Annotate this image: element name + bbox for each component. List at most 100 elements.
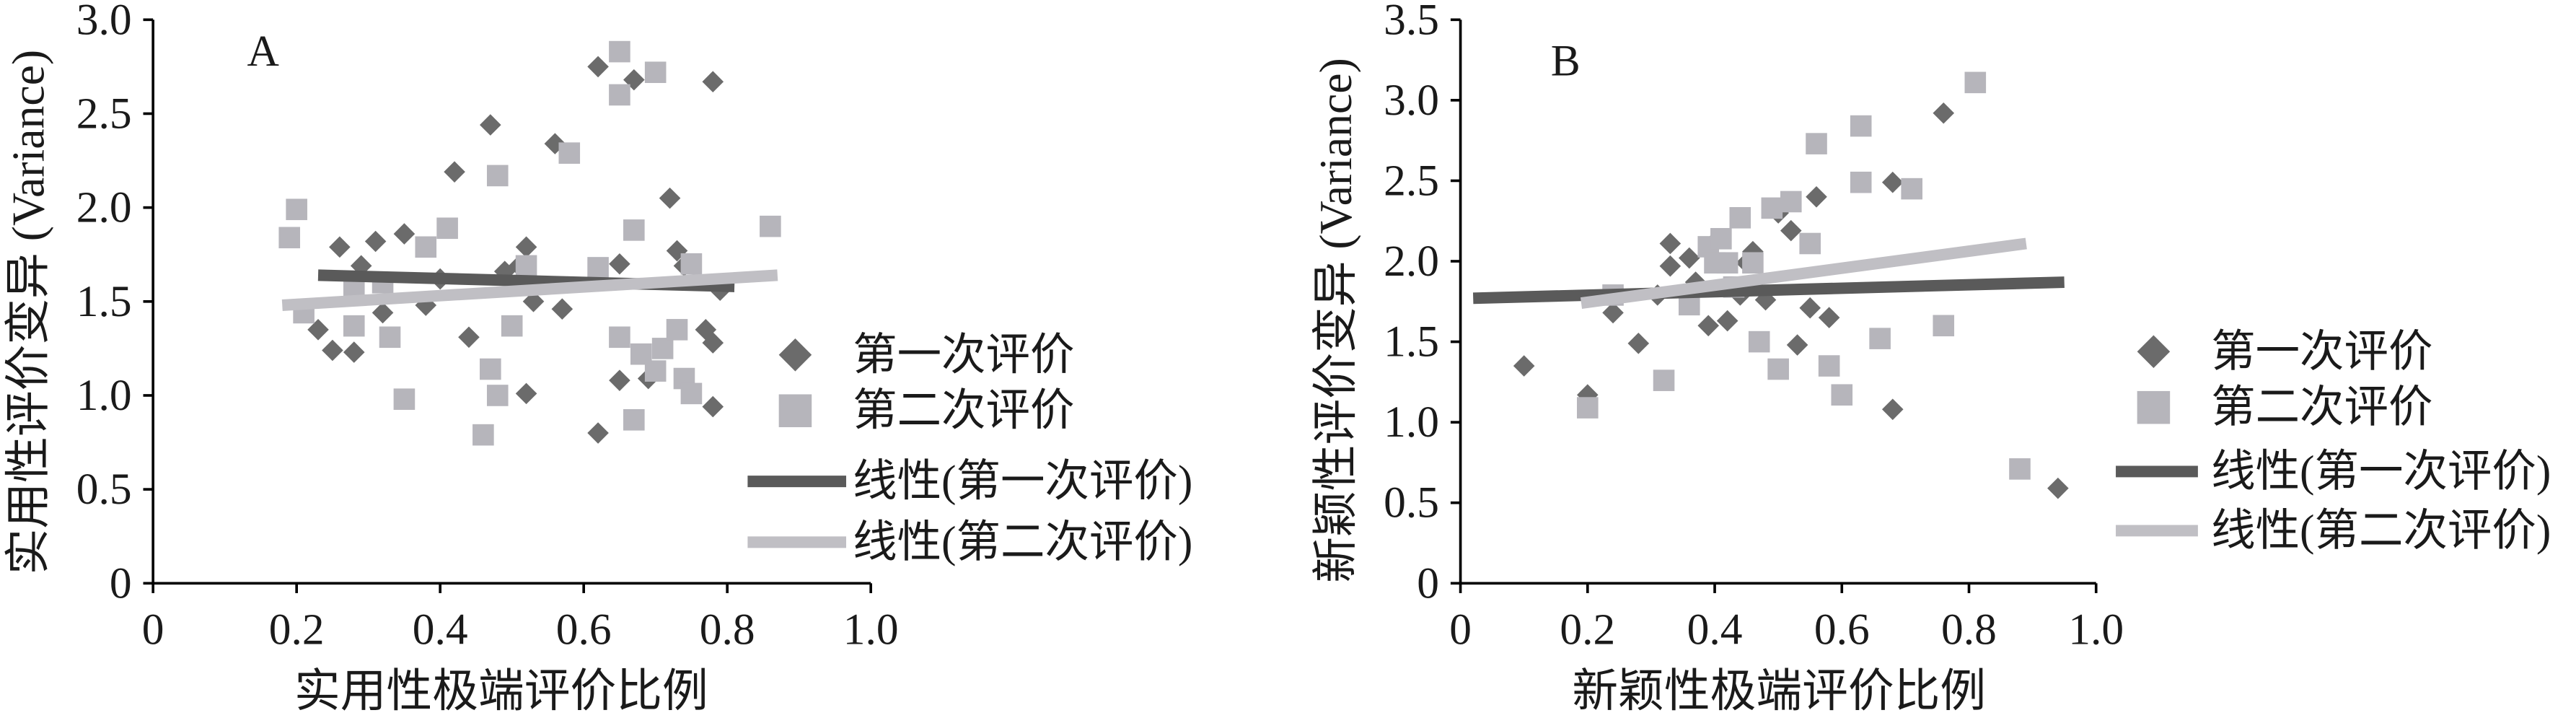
y-tick-label: 1.0 (1384, 398, 1439, 447)
series-2-point (1901, 178, 1922, 200)
y-tick-label: 3.5 (1384, 0, 1439, 44)
trendline-2 (281, 269, 778, 311)
x-tick-label: 0.6 (1814, 605, 1870, 654)
x-tick-label: 0.8 (1941, 605, 1997, 654)
series-2-point (415, 236, 437, 258)
series-2-point (379, 326, 401, 349)
series-2-point (2009, 458, 2031, 480)
series-2-point (1806, 133, 1827, 154)
series-2-point (1729, 206, 1751, 229)
series-2-point (286, 198, 307, 221)
legend-label: 线性(第二次评价) (2211, 506, 2551, 555)
legend-label: 第一次评价 (853, 330, 1074, 380)
series-2-point (1818, 355, 1840, 377)
series-2-point (1780, 191, 1802, 213)
series-2-point (1742, 252, 1764, 274)
series-2-point (609, 40, 630, 63)
y-tick-label: 0.5 (1384, 478, 1439, 527)
x-tick-label: 1.0 (843, 605, 899, 654)
y-tick-label: 1.0 (76, 371, 132, 420)
series-1-point (364, 230, 387, 253)
series-1-point (1602, 302, 1624, 324)
panel-a: A 0 0.5 1.0 1.5 2.0 2.5 3.0 0 0.2 0.4 0.6 0.8 1.0 实用性极… (3, 0, 1193, 717)
legend-label: 线性(第一次评价) (853, 457, 1192, 506)
series-1-point (393, 223, 416, 245)
series-1-point (515, 382, 537, 405)
y-tick-label: 1.5 (1384, 318, 1439, 367)
series-2-point (1716, 252, 1738, 274)
panel-label: B (1551, 37, 1581, 86)
series-2-point (587, 257, 609, 279)
series-1-point (609, 253, 630, 275)
series-2-point (1850, 115, 1872, 137)
legend-marker-series-1 (778, 338, 812, 372)
series-1-point (1786, 334, 1808, 356)
legend-label: 第二次评价 (2211, 383, 2432, 432)
series-1-point (702, 395, 724, 418)
series-2-point (515, 255, 537, 277)
series-1-point (2047, 477, 2069, 499)
series-2-point (436, 217, 458, 240)
series-2-point (623, 219, 645, 241)
x-tick-label: 0.2 (1560, 605, 1615, 654)
series-1-point (587, 422, 609, 444)
series-1-point (372, 302, 394, 324)
series-2-point (501, 315, 523, 337)
series-2-point (680, 382, 703, 405)
series-2-point (558, 142, 581, 164)
series-1-point (522, 291, 545, 312)
series-2-point (760, 215, 781, 237)
series-2-point (609, 84, 630, 106)
x-tick-label: 0 (142, 605, 164, 654)
series-2-point (644, 61, 667, 84)
legend-marker-series-2 (778, 394, 812, 427)
series-2-point (1964, 71, 1987, 94)
series-1-point (329, 236, 351, 258)
series-1-point (702, 71, 724, 93)
y-axis-title: 新颖性评价变异 (Variance) (1310, 58, 1361, 583)
y-tick-label: 0.5 (76, 465, 132, 514)
series-1-point (1513, 355, 1535, 377)
y-tick-label: 2.5 (76, 89, 132, 138)
legend-label: 线性(第一次评价) (2211, 447, 2551, 496)
series-1-point (343, 341, 365, 363)
series-1-point (1933, 102, 1955, 124)
series-1-point (1678, 247, 1700, 269)
series-1-point (1799, 297, 1821, 319)
series-1-point (322, 339, 343, 362)
legend-label: 线性(第二次评价) (853, 517, 1192, 566)
series-1-point (1881, 171, 1904, 193)
series-2-point (1653, 369, 1675, 391)
x-tick-label: 0.4 (413, 605, 468, 654)
x-axis-title: 新颖性极端评价比例 (1572, 665, 1986, 717)
y-tick-label: 0 (1417, 559, 1439, 608)
series-2-point (393, 388, 416, 410)
series-2-point (651, 338, 674, 359)
series-2-point (486, 165, 509, 187)
series-1-point (609, 369, 630, 391)
series-1-point (480, 114, 501, 136)
y-axis-title: 实用性评价变异 (Variance) (3, 50, 54, 575)
series-2-point (486, 385, 509, 406)
legend-marker-series-2 (2137, 390, 2171, 424)
series-1-point (458, 326, 480, 349)
series-1-point (515, 236, 537, 258)
series-2-point (343, 315, 365, 337)
x-tick-label: 0.8 (700, 605, 755, 654)
series-2-point (609, 326, 630, 349)
legend-marker-series-1 (2137, 335, 2171, 369)
y-tick-label: 3.0 (76, 0, 132, 44)
panel-label: A (247, 27, 279, 76)
y-tick-label: 3.0 (1384, 76, 1439, 125)
legend-label: 第二次评价 (853, 386, 1074, 435)
trendline-2 (1580, 237, 2027, 309)
series-2-point (1933, 315, 1955, 337)
y-tick-label: 0 (110, 559, 132, 608)
x-tick-label: 0.4 (1687, 605, 1743, 654)
series-2-point (1761, 197, 1783, 219)
series-1-point (1659, 255, 1682, 277)
